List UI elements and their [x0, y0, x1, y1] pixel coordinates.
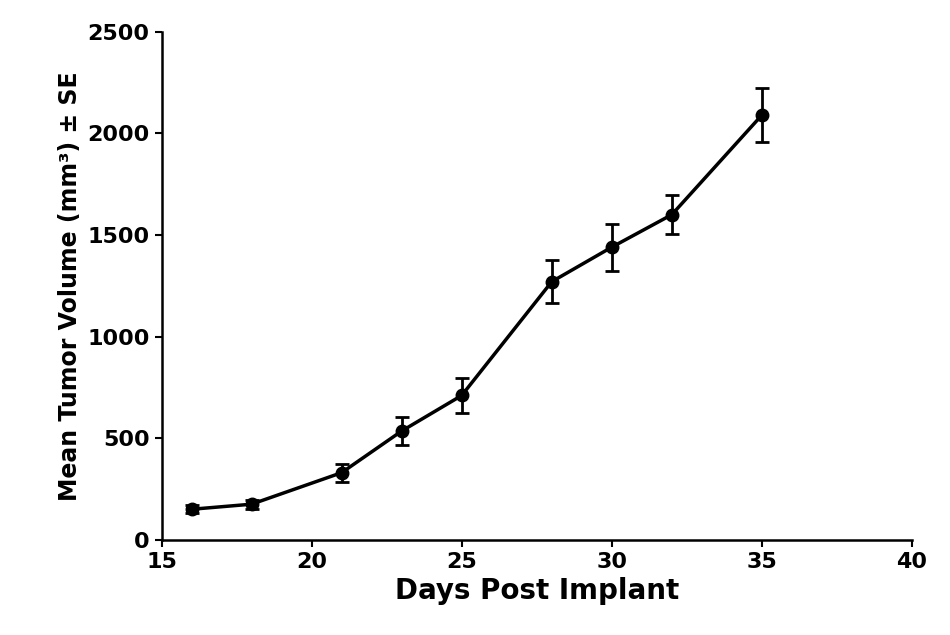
Y-axis label: Mean Tumor Volume (mm³) ± SE: Mean Tumor Volume (mm³) ± SE — [58, 71, 82, 500]
X-axis label: Days Post Implant: Days Post Implant — [394, 577, 679, 605]
